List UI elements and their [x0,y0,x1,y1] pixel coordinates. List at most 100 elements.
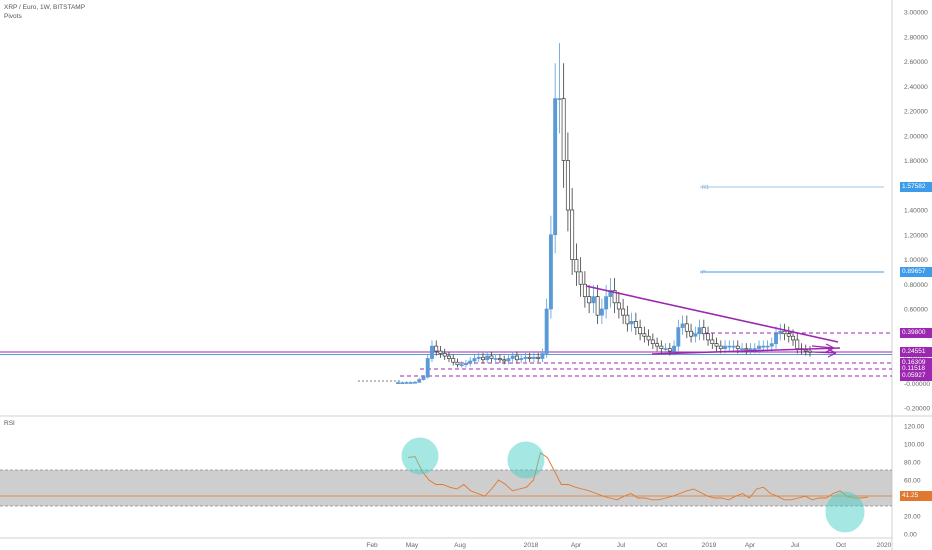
candle[interactable] [680,323,685,328]
candle[interactable] [531,356,536,359]
candle[interactable] [646,335,651,341]
candle[interactable] [633,321,638,328]
candle[interactable] [795,339,800,349]
candle[interactable] [540,353,545,359]
candlestick-series[interactable] [396,42,812,384]
candle[interactable] [740,348,744,350]
candle[interactable] [731,345,736,348]
candle[interactable] [786,333,791,337]
candle[interactable] [578,271,583,285]
candle[interactable] [455,361,460,366]
candle[interactable] [672,345,677,352]
candle[interactable] [791,335,795,341]
candle[interactable] [697,327,702,335]
candle[interactable] [425,358,430,378]
candle[interactable] [472,358,477,362]
candle[interactable] [506,358,511,362]
candle[interactable] [408,382,413,384]
candle[interactable] [404,382,409,384]
indicator-label[interactable]: Pivots [4,13,22,20]
candle[interactable] [629,321,634,325]
candle[interactable] [803,349,808,352]
candle[interactable] [684,323,689,332]
candle[interactable] [442,353,447,357]
candle[interactable] [642,333,647,337]
candle[interactable] [574,259,579,273]
candle[interactable] [468,360,473,364]
candle[interactable] [561,98,566,161]
candle[interactable] [548,234,553,310]
candle[interactable] [608,290,613,297]
candle[interactable] [659,345,664,349]
candle[interactable] [502,359,507,362]
candle[interactable] [723,345,728,349]
candle[interactable] [544,308,549,354]
candle[interactable] [710,339,715,345]
candle[interactable] [514,355,519,361]
candle[interactable] [565,160,570,211]
candle[interactable] [417,379,422,383]
candle[interactable] [595,296,600,316]
candle[interactable] [519,358,524,361]
candle[interactable] [706,333,711,341]
candle[interactable] [774,333,778,344]
candle[interactable] [748,348,753,351]
descending-trendline[interactable] [585,285,839,343]
candle[interactable] [778,330,783,335]
candle[interactable] [689,330,694,337]
candle[interactable] [447,355,451,359]
candle[interactable] [536,356,541,359]
candle[interactable] [438,350,443,354]
candle[interactable] [497,358,502,361]
candle[interactable] [650,339,655,345]
candle[interactable] [625,314,630,325]
candle[interactable] [612,290,617,304]
candle[interactable] [599,308,604,316]
candle[interactable] [761,345,766,348]
rsi-panel-label[interactable]: RSI [4,420,15,427]
candle[interactable] [744,348,749,351]
candle[interactable] [459,364,464,367]
candle[interactable] [489,355,494,359]
candle[interactable] [587,296,592,304]
candle[interactable] [621,308,626,316]
candle[interactable] [604,296,609,310]
candle[interactable] [638,327,643,335]
candle[interactable] [413,381,417,384]
candle[interactable] [727,345,732,348]
candle[interactable] [735,345,740,349]
candle[interactable] [718,345,723,349]
candle[interactable] [400,382,405,384]
candle[interactable] [464,363,468,366]
candle[interactable] [769,343,774,347]
candle[interactable] [701,327,706,335]
candle[interactable] [663,348,668,350]
candle[interactable] [616,302,621,310]
candle[interactable] [655,343,660,347]
candle[interactable] [396,382,400,384]
candle[interactable] [493,358,498,360]
candle[interactable] [752,348,757,350]
candle[interactable] [430,345,434,359]
candle[interactable] [693,333,698,337]
candle[interactable] [570,209,575,260]
candle[interactable] [434,345,439,352]
candle[interactable] [808,350,812,353]
candle[interactable] [553,98,558,236]
candle[interactable] [510,355,515,359]
candle[interactable] [714,343,719,347]
candle[interactable] [667,348,672,352]
rsi-line[interactable] [407,452,869,501]
candle[interactable] [527,356,532,359]
time-axis[interactable]: Feb May Aug 2018 Apr Jul Oct 2019 Apr Jul Oct 2020 [366,542,891,549]
candle[interactable] [485,355,490,361]
candle[interactable] [782,330,787,335]
candle[interactable] [451,358,456,363]
ascending-trendline[interactable] [651,347,841,355]
candle[interactable] [480,356,485,361]
candle[interactable] [757,345,761,349]
candle[interactable] [582,283,587,297]
candle[interactable] [523,356,528,359]
